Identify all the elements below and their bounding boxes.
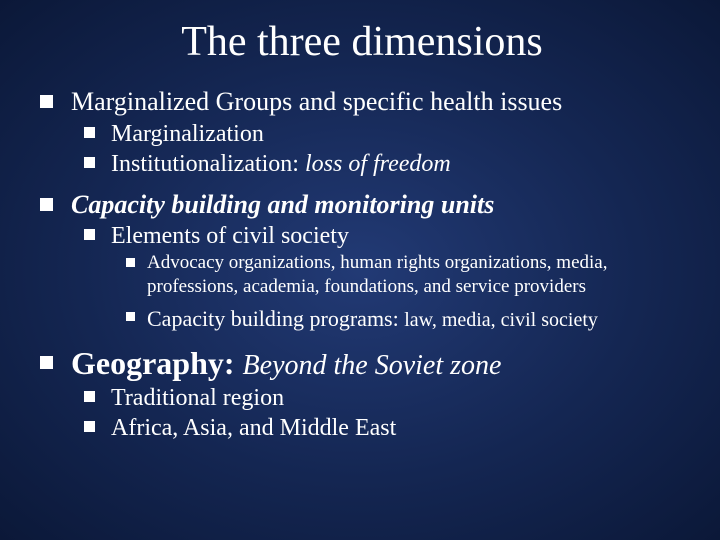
- bullet-icon: [40, 356, 53, 369]
- bullet-text: Elements of civil society: [111, 221, 349, 251]
- text-prefix: Geography:: [71, 345, 243, 381]
- text-prefix: Institutionalization:: [111, 151, 305, 177]
- bullet-l2-institutionalization: Institutionalization: loss of freedom: [84, 149, 684, 179]
- bullet-icon: [84, 391, 95, 402]
- bullet-icon: [126, 312, 135, 321]
- slide: The three dimensions Marginalized Groups…: [0, 0, 720, 540]
- bullet-text: Marginalized Groups and specific health …: [71, 86, 562, 119]
- bullet-l2-marginalization: Marginalization: [84, 119, 684, 149]
- bullet-l2-traditional-region: Traditional region: [84, 383, 684, 413]
- bullet-icon: [126, 258, 135, 267]
- bullet-text: Institutionalization: loss of freedom: [111, 149, 451, 179]
- text-italic: Beyond the Soviet zone: [243, 350, 502, 381]
- bullet-text: Africa, Asia, and Middle East: [111, 413, 396, 443]
- text-italic: loss of freedom: [305, 151, 451, 177]
- bullet-icon: [40, 95, 53, 108]
- bullet-l2-africa-asia-me: Africa, Asia, and Middle East: [84, 413, 684, 443]
- bullet-icon: [84, 127, 95, 138]
- bullet-l1-marginalized-groups: Marginalized Groups and specific health …: [40, 86, 684, 119]
- bullet-l1-capacity-building: Capacity building and monitoring units: [40, 189, 684, 222]
- text-tail: law, media, civil society: [404, 309, 598, 331]
- bullet-icon: [84, 229, 95, 240]
- bullet-text: Traditional region: [111, 383, 284, 413]
- bullet-l2-elements-civil-society: Elements of civil society: [84, 221, 684, 251]
- bullet-text: Marginalization: [111, 119, 264, 149]
- bullet-l3-capacity-programs: Capacity building programs: law, media, …: [126, 305, 684, 333]
- bullet-text: Advocacy organizations, human rights org…: [147, 251, 684, 299]
- bullet-icon: [40, 198, 53, 211]
- slide-title: The three dimensions: [40, 18, 684, 66]
- bullet-icon: [84, 421, 95, 432]
- bullet-icon: [84, 157, 95, 168]
- bullet-text: Capacity building and monitoring units: [71, 189, 494, 222]
- bullet-text: Capacity building programs: law, media, …: [147, 305, 598, 333]
- bullet-l1-geography: Geography: Beyond the Soviet zone: [40, 343, 684, 383]
- bullet-l3-advocacy: Advocacy organizations, human rights org…: [126, 251, 684, 299]
- text-prefix: Capacity building programs:: [147, 306, 404, 331]
- bullet-text: Geography: Beyond the Soviet zone: [71, 343, 501, 383]
